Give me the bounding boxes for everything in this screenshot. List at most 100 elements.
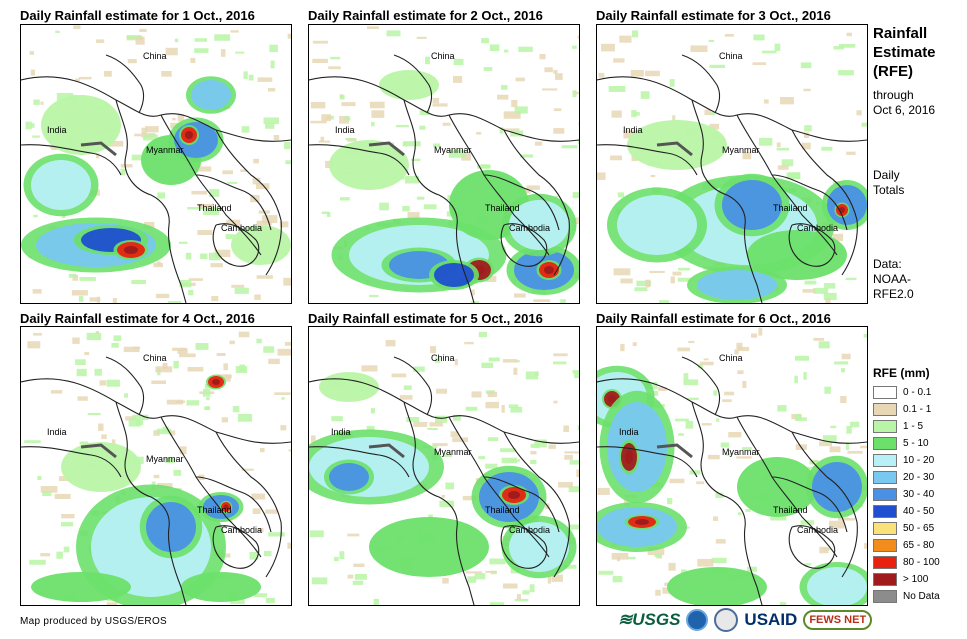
legend-swatch xyxy=(873,539,897,552)
legend-item: 10 - 20 xyxy=(873,452,940,469)
map-label-cambodia: Cambodia xyxy=(221,223,263,233)
panel-title-6: Daily Rainfall estimate for 6 Oct., 2016 xyxy=(596,311,831,326)
fews-net-logo: FEWS NET xyxy=(803,610,873,630)
legend-item: 0 - 0.1 xyxy=(873,384,940,401)
legend-label: > 100 xyxy=(903,574,929,585)
legend-swatch xyxy=(873,437,897,450)
map-label-cambodia: Cambodia xyxy=(797,223,839,233)
panel-title-4: Daily Rainfall estimate for 4 Oct., 2016 xyxy=(20,311,255,326)
map-label-china: China xyxy=(431,51,455,61)
legend-label: 0 - 0.1 xyxy=(903,387,932,398)
usaid-logo: USAID xyxy=(744,610,798,629)
legend-item: 50 - 65 xyxy=(873,520,940,537)
noaa-logo-icon xyxy=(686,609,709,631)
map-label-india: India xyxy=(47,125,67,135)
map-label-india: India xyxy=(331,427,351,437)
map-label-cambodia: Cambodia xyxy=(797,525,839,535)
legend-swatch xyxy=(873,573,897,586)
legend-item: 1 - 5 xyxy=(873,418,940,435)
legend-item: 0.1 - 1 xyxy=(873,401,940,418)
map-label-india: India xyxy=(47,427,67,437)
map-label-china: China xyxy=(431,353,455,363)
legend-label: 50 - 65 xyxy=(903,523,935,534)
rainfall-map-6: China India Myanmar Thailand Cambodia xyxy=(596,326,868,606)
logo-strip: ≋USGS USAID FEWS NET xyxy=(618,606,873,634)
map-label-myanmar: Myanmar xyxy=(434,447,472,457)
legend-item: 5 - 10 xyxy=(873,435,940,452)
legend-swatch xyxy=(873,454,897,467)
map-label-myanmar: Myanmar xyxy=(434,145,472,155)
map-graphic xyxy=(597,327,867,605)
map-graphic xyxy=(309,331,579,605)
map-graphic xyxy=(597,30,867,303)
legend-item: No Data xyxy=(873,588,940,605)
rainfall-map-3: China India Myanmar Thailand Cambodia xyxy=(596,24,868,304)
legend-swatch xyxy=(873,522,897,535)
legend-swatch xyxy=(873,403,897,416)
map-label-cambodia: Cambodia xyxy=(509,525,551,535)
map-label-india: India xyxy=(335,125,355,135)
legend-swatch xyxy=(873,386,897,399)
legend-item: 65 - 80 xyxy=(873,537,940,554)
map-label-thailand: Thailand xyxy=(773,203,808,213)
rainfall-map-4: China India Myanmar Thailand Cambodia xyxy=(20,326,292,606)
map-label-thailand: Thailand xyxy=(773,505,808,515)
usgs-logo: ≋USGS xyxy=(618,610,681,629)
legend-title: RFE (mm) xyxy=(873,366,930,380)
legend-label: 0.1 - 1 xyxy=(903,404,932,415)
legend-swatch xyxy=(873,488,897,501)
panel-title-1: Daily Rainfall estimate for 1 Oct., 2016 xyxy=(20,8,255,23)
legend-swatch xyxy=(873,420,897,433)
legend-item: 80 - 100 xyxy=(873,554,940,571)
map-graphic xyxy=(21,25,291,303)
seal-logo-icon xyxy=(714,608,739,632)
map-label-myanmar: Myanmar xyxy=(146,145,184,155)
map-label-thailand: Thailand xyxy=(197,505,232,515)
data-source: Data: NOAA- RFE2.0 xyxy=(873,257,914,301)
map-label-china: China xyxy=(143,51,167,61)
map-label-thailand: Thailand xyxy=(485,505,520,515)
map-graphic xyxy=(21,331,291,605)
legend-label: 40 - 50 xyxy=(903,506,935,517)
legend-swatch xyxy=(873,590,897,603)
rainfall-map-2: China India Myanmar Thailand Cambodia xyxy=(308,24,580,304)
legend: RFE (mm) 0 - 0.1 0.1 - 1 1 - 5 5 - 10 10 - 2… xyxy=(873,366,940,605)
map-label-thailand: Thailand xyxy=(485,203,520,213)
legend-label: 80 - 100 xyxy=(903,557,940,568)
map-label-myanmar: Myanmar xyxy=(722,447,760,457)
legend-label: No Data xyxy=(903,591,940,602)
map-label-myanmar: Myanmar xyxy=(146,454,184,464)
map-label-china: China xyxy=(719,51,743,61)
legend-swatch xyxy=(873,505,897,518)
map-label-cambodia: Cambodia xyxy=(221,525,263,535)
map-label-india: India xyxy=(619,427,639,437)
legend-label: 65 - 80 xyxy=(903,540,935,551)
legend-item: > 100 xyxy=(873,571,940,588)
legend-label: 20 - 30 xyxy=(903,472,935,483)
through-date: through Oct 6, 2016 xyxy=(873,88,936,117)
map-label-china: China xyxy=(719,353,743,363)
legend-item: 40 - 50 xyxy=(873,503,940,520)
rainfall-map-1: China India Myanmar Thailand Cambodia xyxy=(20,24,292,304)
rainfall-map-5: China India Myanmar Thailand Cambodia xyxy=(308,326,580,606)
rfe-title: Rainfall Estimate (RFE) xyxy=(873,25,936,80)
daily-totals-note: Daily Totals xyxy=(873,168,905,197)
legend-item: 20 - 30 xyxy=(873,469,940,486)
map-label-india: India xyxy=(623,125,643,135)
legend-label: 30 - 40 xyxy=(903,489,935,500)
panel-title-5: Daily Rainfall estimate for 5 Oct., 2016 xyxy=(308,311,543,326)
legend-swatch xyxy=(873,556,897,569)
legend-label: 5 - 10 xyxy=(903,438,929,449)
panel-title-2: Daily Rainfall estimate for 2 Oct., 2016 xyxy=(308,8,543,23)
map-label-thailand: Thailand xyxy=(197,203,232,213)
map-label-myanmar: Myanmar xyxy=(722,145,760,155)
legend-label: 1 - 5 xyxy=(903,421,924,432)
map-graphic xyxy=(309,26,579,303)
panel-title-3: Daily Rainfall estimate for 3 Oct., 2016 xyxy=(596,8,831,23)
credit-text: Map produced by USGS/EROS xyxy=(20,616,168,627)
map-label-cambodia: Cambodia xyxy=(509,223,551,233)
legend-item: 30 - 40 xyxy=(873,486,940,503)
legend-swatch xyxy=(873,471,897,484)
map-label-china: China xyxy=(143,353,167,363)
legend-label: 10 - 20 xyxy=(903,455,935,466)
